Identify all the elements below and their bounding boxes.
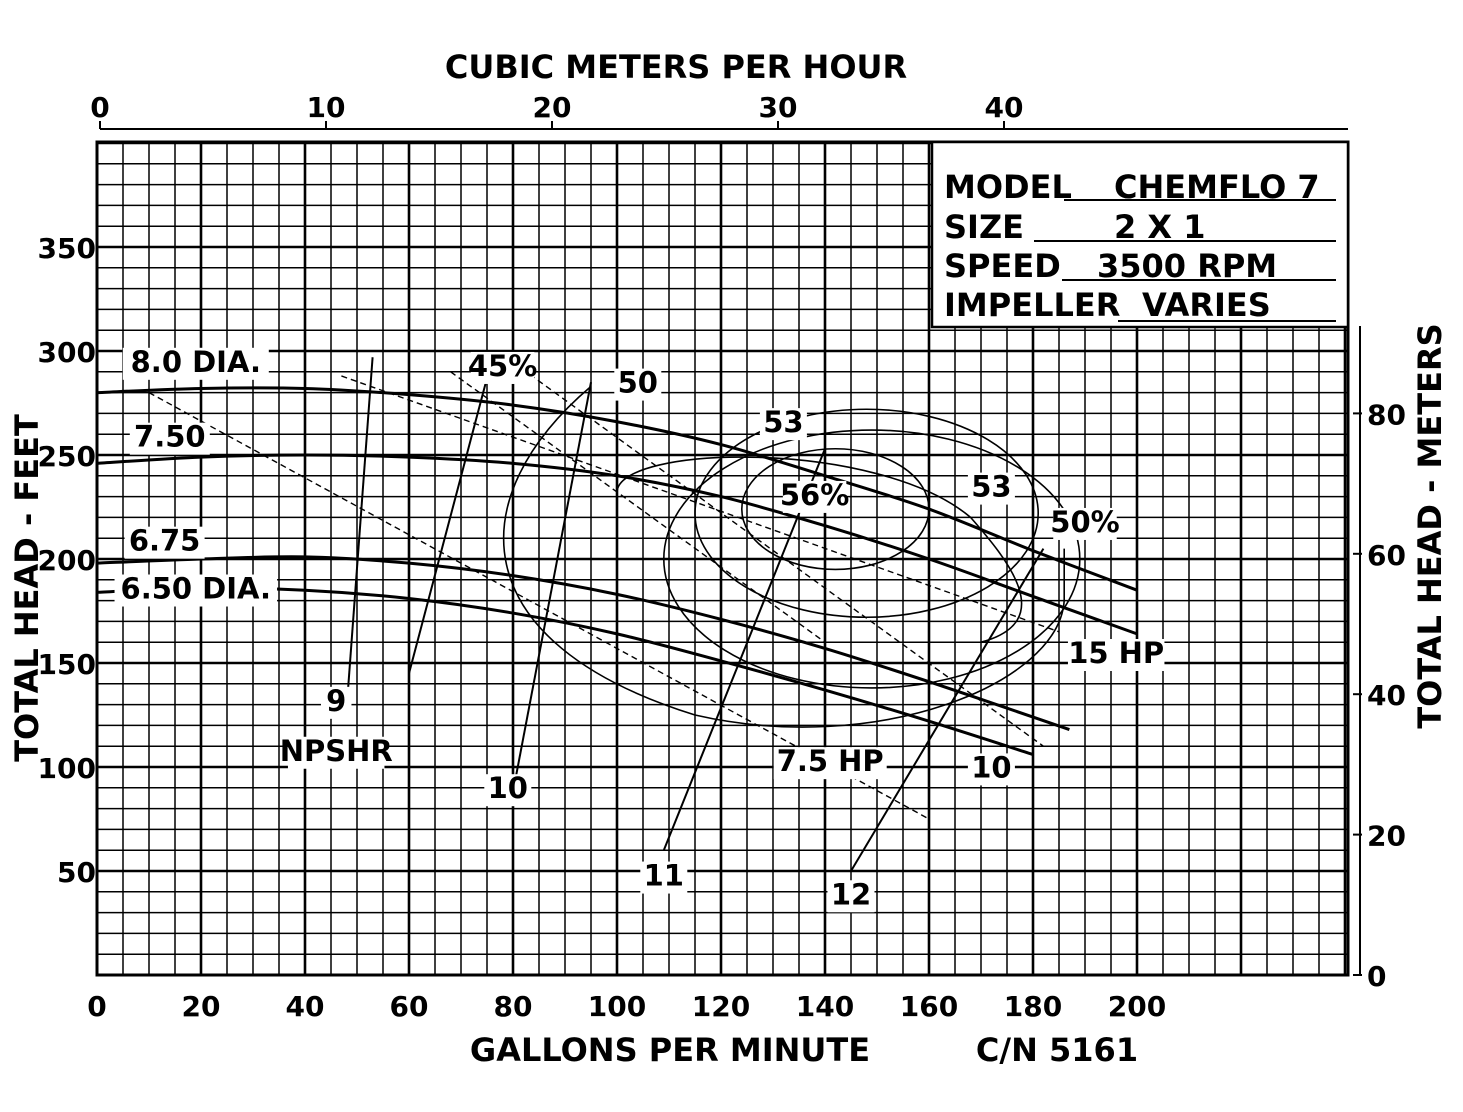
y-tick-label: 150 xyxy=(38,648,96,681)
efficiency-label-50-right: 50% xyxy=(1050,505,1119,539)
efficiency-label-56-bg xyxy=(782,480,847,513)
model-label: MODEL xyxy=(944,168,1072,206)
efficiency-label-53-bg xyxy=(759,408,807,441)
y2-tick-label: 40 xyxy=(1367,679,1406,712)
y2-tick-label: 20 xyxy=(1367,820,1406,853)
x-tick-label: 100 xyxy=(588,990,646,1023)
npshr-label: NPSHR xyxy=(280,734,393,768)
x-tick-label: 200 xyxy=(1108,990,1166,1023)
power-label-15hp-bg xyxy=(1067,639,1165,671)
y2-tick-label: 60 xyxy=(1367,539,1406,572)
impeller-label: IMPELLER xyxy=(944,286,1120,324)
y-tick-label: 250 xyxy=(38,440,96,473)
npshr-line xyxy=(512,382,592,793)
power-label-15hp: 15 HP xyxy=(1068,636,1164,670)
y2-tick-label: 80 xyxy=(1367,398,1406,431)
x2-tick-label: 40 xyxy=(985,91,1024,124)
axis-ticks: 0 20 40 60 80 100 120 140 160 180 2005010015020025… xyxy=(38,91,1406,1023)
efficiency-contour xyxy=(662,429,1081,689)
efficiency-label-50-bg xyxy=(614,368,662,401)
x-tick-label: 140 xyxy=(796,990,854,1023)
npshr-line xyxy=(850,548,1045,872)
power-line xyxy=(341,375,1060,633)
plot-frame xyxy=(95,140,1350,977)
efficiency-label-53-right-bg xyxy=(967,472,1015,505)
y-tick-label: 200 xyxy=(38,544,96,577)
x-tick-label: 180 xyxy=(1004,990,1062,1023)
npshr-label-9-bg xyxy=(320,686,352,719)
speed-value: 3500 RPM xyxy=(1097,247,1277,285)
npshr-line xyxy=(408,377,488,674)
power-label-7-5hp: 7.5 HP xyxy=(777,744,884,778)
x2-tick-label: 0 xyxy=(90,91,109,124)
head-curve xyxy=(96,386,1138,592)
efficiency-contour xyxy=(616,456,1023,643)
curve-labels: 8.0 DIA. 7.50 6.75 6.50 DIA. 45% 50 53 56% 53 50%… xyxy=(114,345,1165,913)
y2-axis-title: TOTAL HEAD - METERS xyxy=(1411,323,1449,728)
curve-label-7-50-bg xyxy=(129,422,210,455)
x-tick-label: 160 xyxy=(900,990,958,1023)
efficiency-label-50-right-bg xyxy=(1053,507,1117,540)
x-tick-label: 80 xyxy=(494,990,533,1023)
y-tick-label: 300 xyxy=(38,336,96,369)
x-tick-label: 60 xyxy=(390,990,429,1023)
curve-label-8-0-bg xyxy=(122,347,269,380)
power-label-7-5hp-bg xyxy=(773,747,887,780)
curve-label-7-50: 7.50 xyxy=(134,420,206,454)
efficiency-contour xyxy=(502,385,1065,728)
x2-tick-label: 20 xyxy=(533,91,572,124)
curve-label-8-0: 8.0 DIA. xyxy=(131,345,261,379)
y-tick-label: 50 xyxy=(57,856,96,889)
x-axis-title: GALLONS PER MINUTE xyxy=(470,1031,870,1069)
code-number: C/N 5161 xyxy=(976,1031,1138,1069)
efficiency-label-53: 53 xyxy=(763,405,803,439)
size-label: SIZE xyxy=(944,208,1024,246)
x2-tick-label: 30 xyxy=(759,91,798,124)
x-tick-label: 0 xyxy=(87,990,106,1023)
npshr-label-bg xyxy=(287,736,385,769)
npshr-label-12: 12 xyxy=(831,877,871,911)
x-tick-label: 20 xyxy=(182,990,221,1023)
efficiency-label-45-bg xyxy=(470,351,535,384)
power-line xyxy=(450,371,826,643)
speed-label: SPEED xyxy=(944,247,1061,285)
curve-label-6-75: 6.75 xyxy=(129,524,201,558)
efficiency-label-50: 50 xyxy=(618,366,658,400)
x-tick-label: 120 xyxy=(692,990,750,1023)
x-tick-label: 40 xyxy=(286,990,325,1023)
x2-axis-title: CUBIC METERS PER HOUR xyxy=(445,48,907,86)
npshr-label-10: 10 xyxy=(488,771,528,805)
y-tick-label: 100 xyxy=(38,752,96,785)
y-axis-title: TOTAL HEAD - FEET xyxy=(8,414,46,762)
npshr-line xyxy=(662,448,826,851)
y2-tick-label: 0 xyxy=(1367,960,1386,993)
y-tick-label: 350 xyxy=(38,232,96,265)
curve-label-6-50-bg xyxy=(114,574,278,607)
efficiency-contour xyxy=(694,408,1040,619)
head-curve xyxy=(96,453,1138,636)
npshr-label-11-bg xyxy=(640,861,688,894)
curve-label-6-50: 6.50 DIA. xyxy=(121,572,272,606)
npshr-line xyxy=(345,357,374,709)
efficiency-label-53-right: 53 xyxy=(971,470,1011,504)
info-box: MODEL CHEMFLO 7 SIZE 2 X 1 SPEED 3500 RP… xyxy=(930,140,1350,329)
size-value: 2 X 1 xyxy=(1114,208,1205,246)
npshr-label-10-bg xyxy=(484,774,532,807)
plot-area xyxy=(96,350,1138,872)
npshr-label-9: 9 xyxy=(326,684,346,718)
npshr-label-11: 11 xyxy=(644,859,684,893)
head-curve xyxy=(96,555,1070,731)
efficiency-label-56: 56% xyxy=(780,478,849,512)
curve-label-6-75-bg xyxy=(124,526,205,559)
power-label-10: 10 xyxy=(971,750,1011,784)
power-label-10-bg xyxy=(967,753,1015,786)
efficiency-label-45: 45% xyxy=(468,349,537,383)
impeller-value: VARIES xyxy=(1142,286,1271,324)
x2-tick-label: 10 xyxy=(307,91,346,124)
npshr-label-12-bg xyxy=(827,880,875,913)
